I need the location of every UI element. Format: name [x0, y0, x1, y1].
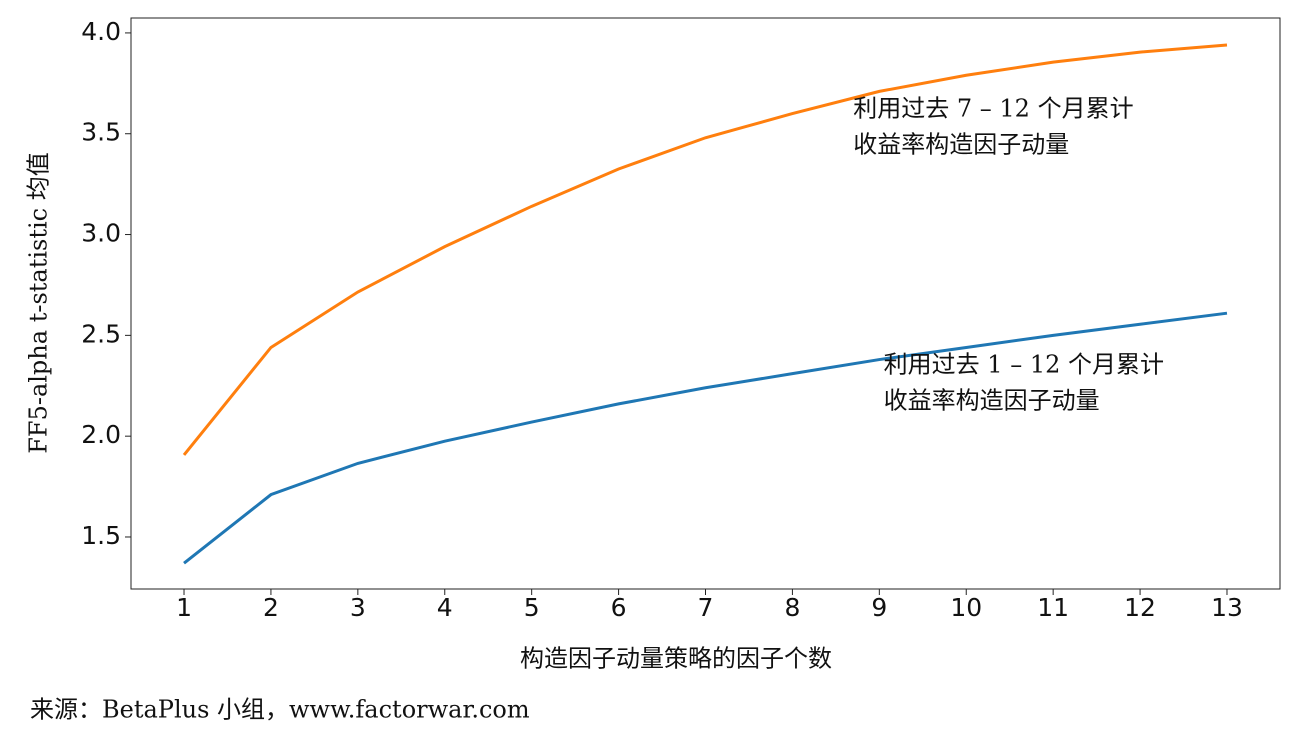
x-axis-label: 构造因子动量策略的因子个数: [520, 645, 832, 673]
x-tick-label: 3: [350, 593, 366, 622]
x-tick-label: 12: [1124, 593, 1156, 622]
x-tick-label: 6: [611, 593, 627, 622]
x-tick-label: 11: [1037, 593, 1069, 622]
annotation: 利用过去 7 – 12 个月累计: [853, 94, 1133, 122]
y-tick-label: 3.0: [81, 219, 121, 248]
x-tick-label: 10: [950, 593, 982, 622]
series-line: [183, 311, 1228, 565]
annotation: 收益率构造因子动量: [884, 386, 1100, 414]
x-tick-label: 1: [176, 593, 192, 622]
y-tick-label: 2.5: [81, 319, 121, 348]
x-tick-label: 5: [524, 593, 540, 622]
annotation: 利用过去 1 – 12 个月累计: [884, 350, 1164, 378]
x-tick-label: 9: [871, 593, 887, 622]
series-line: [182, 43, 1228, 456]
y-tick-label: 2.0: [81, 420, 121, 449]
y-axis-label: FF5-alpha t-statistic 均值: [25, 152, 53, 453]
x-tick-label: 8: [784, 593, 800, 622]
source: 来源：BetaPlus 小组，www.factorwar.com: [30, 696, 530, 724]
x-tick-label: 7: [698, 593, 714, 622]
y-tick-label: 3.5: [81, 118, 121, 147]
x-tick-label: 2: [263, 593, 279, 622]
x-tick-label: 13: [1211, 593, 1243, 622]
x-tick-label: 4: [437, 593, 453, 622]
y-tick-label: 1.5: [81, 521, 121, 550]
y-tick-label: 4.0: [81, 17, 121, 46]
annotation: 收益率构造因子动量: [853, 130, 1069, 158]
